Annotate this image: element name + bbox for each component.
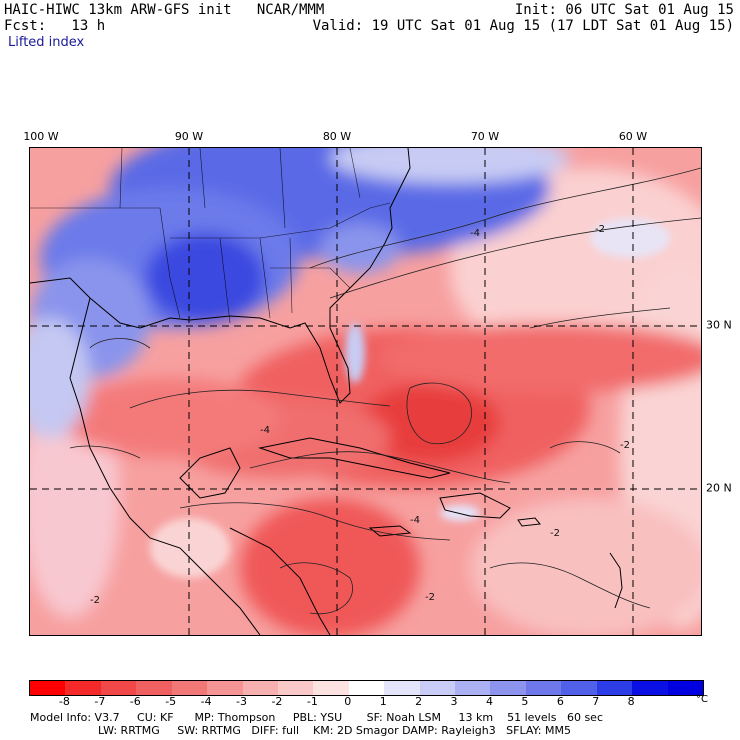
lon-label: 80 W <box>322 130 352 143</box>
colorbar-swatch <box>207 681 243 695</box>
colorbar-swatch <box>313 681 349 695</box>
contour-label: -2 <box>90 595 100 606</box>
contour-label: -2 <box>550 528 560 539</box>
colorbar-swatch <box>455 681 491 695</box>
colorbar-tick: -8 <box>58 695 70 708</box>
coastlines <box>30 148 623 635</box>
forecast-hour: Fcst: 13 h <box>4 18 106 34</box>
lon-label: 70 W <box>470 130 500 143</box>
colorbar-tick: 3 <box>450 695 458 708</box>
colorbar-tick: -3 <box>236 695 247 708</box>
colorbar-swatch <box>136 681 172 695</box>
colorbar-ticks: -8 -7 -6 -5 -4 -3 -2 -1 0 1 2 3 4 5 6 7 8 <box>29 694 704 710</box>
contour-labels: -2 -4 -2 -4 -2 -2 -4 -2 <box>90 224 630 606</box>
colorbar-tick: 7 <box>592 695 600 708</box>
contour-label: -2 <box>425 592 435 603</box>
colorbar-swatch <box>100 681 137 695</box>
contour-label: -4 <box>470 228 480 239</box>
contour-label: -2 <box>595 224 605 235</box>
colorbar-swatch <box>490 681 526 695</box>
colorbar-tick: 8 <box>627 695 635 708</box>
colorbar-tick: -5 <box>165 695 177 708</box>
valid-time: Valid: 19 UTC Sat 01 Aug 15 (17 LDT Sat … <box>312 18 734 34</box>
model-info-line1: Model Info: V3.7 CU: KF MP: Thompson PBL… <box>30 711 603 724</box>
contours <box>69 167 701 615</box>
colorbar-tick: -2 <box>271 695 283 708</box>
colorbar-tick: -6 <box>129 695 141 708</box>
colorbar-tick: 1 <box>379 695 387 708</box>
map-panel: -2 -4 -2 -4 -2 -2 -4 -2 <box>29 147 702 636</box>
init-time: Init: 06 UTC Sat 01 Aug 15 <box>514 2 734 18</box>
lifted-index-map: -2 -4 -2 -4 -2 -2 -4 -2 <box>30 148 701 635</box>
model-info-line2: LW: RRTMG SW: RRTMG DIFF: full KM: 2D Sm… <box>98 724 571 737</box>
field-detail <box>150 218 670 578</box>
lat-label: 20 N <box>706 481 732 495</box>
colorbar-swatch <box>561 681 597 695</box>
colorbar-tick: -1 <box>306 695 318 708</box>
model-title: HAIC-HIWC 13km ARW-GFS init NCAR/MMM <box>4 2 325 18</box>
colorbar-swatch <box>384 681 420 695</box>
colorbar-swatch <box>65 681 101 695</box>
colorbar-tick: -7 <box>94 695 106 708</box>
lon-label: 100 W <box>23 130 59 143</box>
lat-label: 30 N <box>706 318 732 332</box>
colorbar-swatch <box>277 681 314 695</box>
colorbar-tick: 5 <box>521 695 529 708</box>
colorbar-swatch <box>667 681 704 695</box>
state-borders <box>30 148 391 324</box>
colorbar-swatch <box>632 681 668 695</box>
colorbar-tick: 0 <box>344 695 352 708</box>
contour-label: -4 <box>260 425 270 436</box>
colorbar <box>29 680 704 696</box>
contour-label: -4 <box>410 515 420 526</box>
colorbar-tick: 4 <box>485 695 493 708</box>
colorbar-swatch <box>242 681 278 695</box>
lon-label: 90 W <box>174 130 204 143</box>
colorbar-tick: -4 <box>200 695 212 708</box>
colorbar-unit: °C <box>696 694 708 705</box>
colorbar-swatch <box>348 681 385 695</box>
colorbar-swatch <box>30 681 66 695</box>
colorbar-swatch <box>419 681 456 695</box>
colorbar-swatch <box>525 681 562 695</box>
colorbar-tick: 2 <box>415 695 423 708</box>
latlon-grid <box>30 148 701 635</box>
colorbar-swatch <box>596 681 633 695</box>
contour-label: -2 <box>620 440 630 451</box>
colorbar-swatch <box>171 681 208 695</box>
field-name: Lifted index <box>8 35 85 50</box>
lon-label: 60 W <box>618 130 648 143</box>
colorbar-tick: 6 <box>556 695 564 708</box>
field-shading <box>30 148 701 635</box>
